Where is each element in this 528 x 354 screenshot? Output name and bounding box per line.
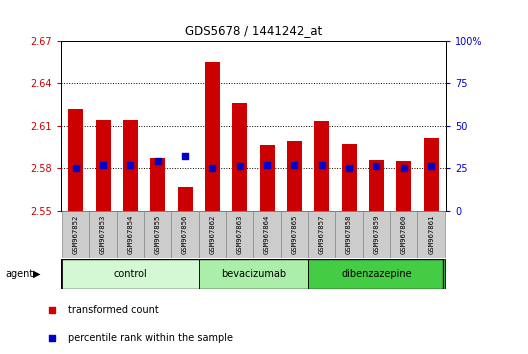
Text: GSM967857: GSM967857: [319, 215, 325, 254]
Point: [235, 164, 244, 169]
Bar: [205, 62, 220, 211]
Point: [48, 307, 56, 313]
Bar: [199, 211, 226, 258]
Bar: [144, 211, 172, 258]
Point: [263, 162, 271, 167]
Point: [99, 162, 107, 167]
Text: GSM967864: GSM967864: [264, 215, 270, 254]
Bar: [62, 211, 89, 258]
Point: [48, 335, 56, 341]
Bar: [308, 259, 445, 289]
Text: GSM967862: GSM967862: [210, 215, 215, 254]
Text: GSM967858: GSM967858: [346, 215, 352, 254]
Text: ▶: ▶: [33, 269, 40, 279]
Text: GSM967852: GSM967852: [73, 215, 79, 254]
Point: [208, 165, 216, 171]
Bar: [199, 259, 308, 289]
Text: GDS5678 / 1441242_at: GDS5678 / 1441242_at: [185, 24, 322, 37]
Point: [372, 164, 381, 169]
Bar: [172, 211, 199, 258]
Bar: [397, 161, 411, 211]
Point: [71, 165, 80, 171]
Point: [126, 162, 135, 167]
Text: GSM967856: GSM967856: [182, 215, 188, 254]
Bar: [423, 138, 439, 211]
Text: dibenzazepine: dibenzazepine: [341, 269, 412, 279]
Point: [290, 162, 299, 167]
Text: GSM967861: GSM967861: [428, 215, 434, 254]
Bar: [96, 120, 110, 211]
Text: percentile rank within the sample: percentile rank within the sample: [68, 333, 233, 343]
Point: [427, 164, 436, 169]
Bar: [89, 211, 117, 258]
Bar: [62, 259, 199, 289]
Text: control: control: [114, 269, 147, 279]
Text: agent: agent: [5, 269, 34, 279]
Text: GSM967865: GSM967865: [291, 215, 297, 254]
Bar: [342, 144, 356, 211]
Text: GSM967863: GSM967863: [237, 215, 243, 254]
Bar: [226, 211, 253, 258]
Text: GSM967853: GSM967853: [100, 215, 106, 254]
Point: [400, 165, 408, 171]
Bar: [253, 211, 281, 258]
Bar: [150, 158, 165, 211]
Bar: [177, 187, 193, 211]
Bar: [335, 211, 363, 258]
Text: GSM967860: GSM967860: [401, 215, 407, 254]
Bar: [369, 160, 384, 211]
Text: transformed count: transformed count: [68, 305, 158, 315]
Bar: [390, 211, 418, 258]
Bar: [287, 141, 302, 211]
Point: [181, 153, 190, 159]
Text: GSM967855: GSM967855: [155, 215, 161, 254]
Bar: [281, 211, 308, 258]
Bar: [363, 211, 390, 258]
Bar: [117, 211, 144, 258]
Point: [154, 159, 162, 164]
Text: GSM967854: GSM967854: [127, 215, 134, 254]
Text: bevacizumab: bevacizumab: [221, 269, 286, 279]
Bar: [68, 109, 83, 211]
Bar: [308, 211, 335, 258]
Point: [345, 165, 353, 171]
Bar: [232, 103, 247, 211]
Bar: [260, 145, 275, 211]
Bar: [418, 211, 445, 258]
Bar: [314, 121, 329, 211]
Bar: [123, 120, 138, 211]
Point: [317, 162, 326, 167]
Text: GSM967859: GSM967859: [373, 215, 380, 254]
